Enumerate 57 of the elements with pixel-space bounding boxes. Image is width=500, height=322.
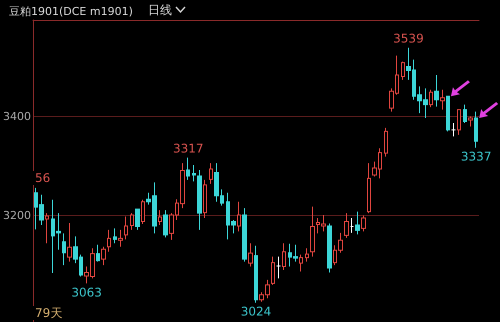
candlestick [237,201,241,232]
text: 日线 [148,3,172,17]
candlestick [45,212,49,244]
candlestick [434,74,439,108]
candlestick [130,212,134,230]
candlestick [135,208,140,230]
candlestick [141,199,145,224]
candlestick [305,248,309,262]
candlestick [282,242,286,271]
candlestick [344,212,349,238]
candlestick [118,229,123,248]
y-tick-label: 3200 [2,209,31,222]
chart-title: 豆粕1901(DCE m1901) [9,5,133,18]
candlestick [101,246,106,266]
candlestick [276,256,281,279]
annotation: 79天 [35,306,62,320]
y-tick-label: 3400 [2,110,31,124]
candlestick [429,89,433,108]
candlestick [355,211,360,235]
annotation: 56 [35,171,50,185]
candlestick [271,256,275,286]
candlestick [254,245,258,304]
candlestick [186,157,190,180]
candlestick [310,206,315,258]
candlestick [299,254,303,272]
annotation: 3317 [172,142,204,156]
candlestick [158,210,162,226]
candlestick [350,218,354,234]
annotation: 3337 [460,150,492,164]
candlestick [248,242,253,268]
candlestick [440,89,445,110]
candlestick [446,96,450,132]
candlestick [463,104,467,124]
candlestick [474,111,478,148]
candlestick [451,122,456,137]
candlestick [209,162,213,184]
candlestick [384,127,388,158]
candlestick [96,244,100,262]
annotation: 3539 [393,32,424,46]
candlestick [361,215,366,232]
candlestick [457,108,461,136]
candlestick [242,208,247,262]
candlestick [203,179,207,219]
annotation: 3024 [240,304,272,319]
candlestick [67,222,72,262]
candlestick [327,222,332,273]
candlestick [468,116,473,127]
annotation: 3063 [71,285,102,300]
candlestick [107,229,111,252]
candlestick [197,170,202,230]
candlestick [124,216,128,240]
candlestick [367,162,371,214]
candlestick [401,61,405,80]
candlestick [163,210,168,238]
candlestick [62,232,66,266]
candlestick [113,228,117,244]
candlestick [192,164,196,182]
